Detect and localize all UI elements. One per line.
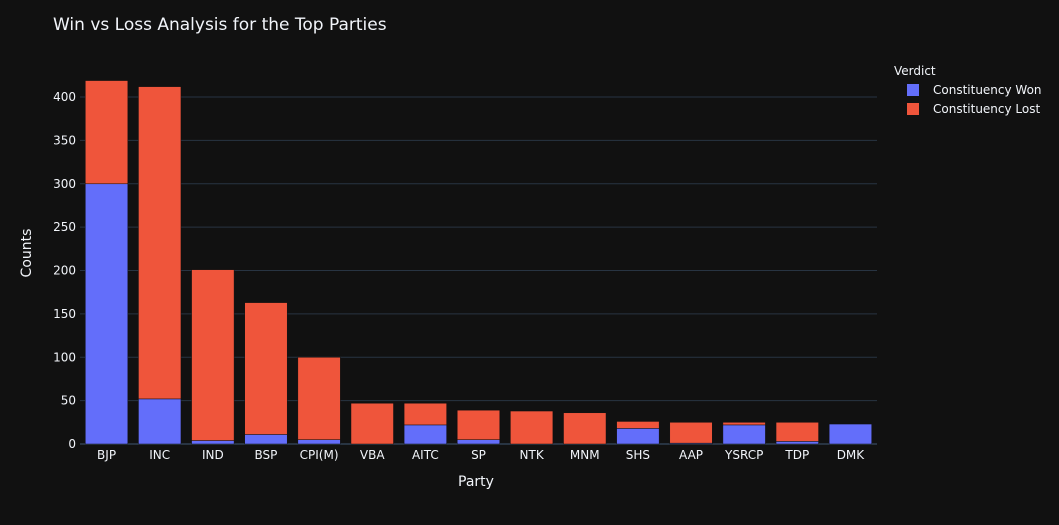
chart-title: Win vs Loss Analysis for the Top Parties xyxy=(53,15,387,35)
legend-title: Verdict xyxy=(894,64,936,78)
bar-constituency-lost-ysrcp[interactable] xyxy=(722,422,766,426)
bar-constituency-lost-mnm[interactable] xyxy=(563,412,607,445)
bar-constituency-lost-shs[interactable] xyxy=(616,421,660,429)
y-tick-label: 300 xyxy=(53,177,76,191)
x-tick-label: DMK xyxy=(837,448,866,462)
bar-constituency-won-sp[interactable] xyxy=(456,439,501,445)
bar-constituency-lost-aap[interactable] xyxy=(669,422,713,444)
x-tick-label: AITC xyxy=(412,448,439,462)
bar-constituency-won-tdp[interactable] xyxy=(775,441,819,445)
x-tick-label: VBA xyxy=(360,448,385,462)
bar-constituency-won-inc[interactable] xyxy=(138,398,182,445)
x-tick-label: SP xyxy=(471,448,486,462)
bar-constituency-won-ysrcp[interactable] xyxy=(722,424,766,445)
bar-constituency-lost-vba[interactable] xyxy=(350,402,394,445)
x-tick-label: SHS xyxy=(626,448,650,462)
bar-constituency-lost-inc[interactable] xyxy=(138,86,182,400)
bar-constituency-won-bjp[interactable] xyxy=(85,183,129,445)
y-tick-label: 400 xyxy=(53,90,76,104)
y-tick-label: 50 xyxy=(61,394,76,408)
y-axis-title: Counts xyxy=(19,229,35,278)
bars xyxy=(85,80,872,445)
y-tick-label: 100 xyxy=(53,350,76,364)
bar-constituency-lost-bjp[interactable] xyxy=(85,80,129,185)
bar-constituency-lost-sp[interactable] xyxy=(456,409,501,440)
legend-label: Constituency Lost xyxy=(933,102,1040,116)
bar-constituency-won-ind[interactable] xyxy=(191,440,235,445)
legend-item-constituency-lost[interactable]: Constituency Lost xyxy=(907,102,1040,116)
x-tick-label: MNM xyxy=(570,448,600,462)
y-tick-label: 150 xyxy=(53,307,76,321)
bar-constituency-lost-bsp[interactable] xyxy=(244,302,288,435)
bar-constituency-lost-aitc[interactable] xyxy=(403,402,447,426)
bar-constituency-won-aitc[interactable] xyxy=(403,424,447,445)
y-tick-label: 250 xyxy=(53,220,76,234)
x-tick-label: YSRCP xyxy=(724,448,763,462)
x-tick-label: CPI(M) xyxy=(300,448,339,462)
legend-swatch xyxy=(907,103,919,115)
bar-constituency-won-shs[interactable] xyxy=(616,428,660,445)
y-tick-label: 350 xyxy=(53,133,76,147)
x-tick-label: AAP xyxy=(679,448,703,462)
bar-constituency-lost-cpi-m-[interactable] xyxy=(297,357,341,440)
x-tick-label: INC xyxy=(149,448,170,462)
bar-constituency-won-dmk[interactable] xyxy=(828,423,872,445)
x-axis-ticks: BJP INC IND BSP CPI(M) VBA AITC SP NTK MNM SHS AAP Y… xyxy=(97,448,865,462)
legend-item-constituency-won[interactable]: Constituency Won xyxy=(907,83,1042,97)
x-tick-label: NTK xyxy=(520,448,545,462)
bar-constituency-lost-ntk[interactable] xyxy=(510,410,554,445)
x-tick-label: IND xyxy=(202,448,224,462)
x-tick-label: TDP xyxy=(784,448,809,462)
bar-constituency-lost-tdp[interactable] xyxy=(775,422,819,442)
x-axis-title: Party xyxy=(458,474,494,490)
bar-constituency-won-bsp[interactable] xyxy=(244,434,288,445)
x-tick-label: BJP xyxy=(97,448,116,462)
bar-constituency-lost-ind[interactable] xyxy=(191,269,235,441)
legend-label: Constituency Won xyxy=(933,83,1042,97)
bar-constituency-won-cpi-m-[interactable] xyxy=(297,439,341,445)
x-tick-label: BSP xyxy=(255,448,278,462)
legend-swatch xyxy=(907,84,919,96)
legend[interactable]: Verdict Constituency Won Constituency Los… xyxy=(894,64,1042,116)
y-tick-label: 200 xyxy=(53,264,76,278)
y-tick-label: 0 xyxy=(68,437,76,451)
y-axis-ticks: 0 50 100 150 200 250 300 350 400 xyxy=(53,90,76,451)
